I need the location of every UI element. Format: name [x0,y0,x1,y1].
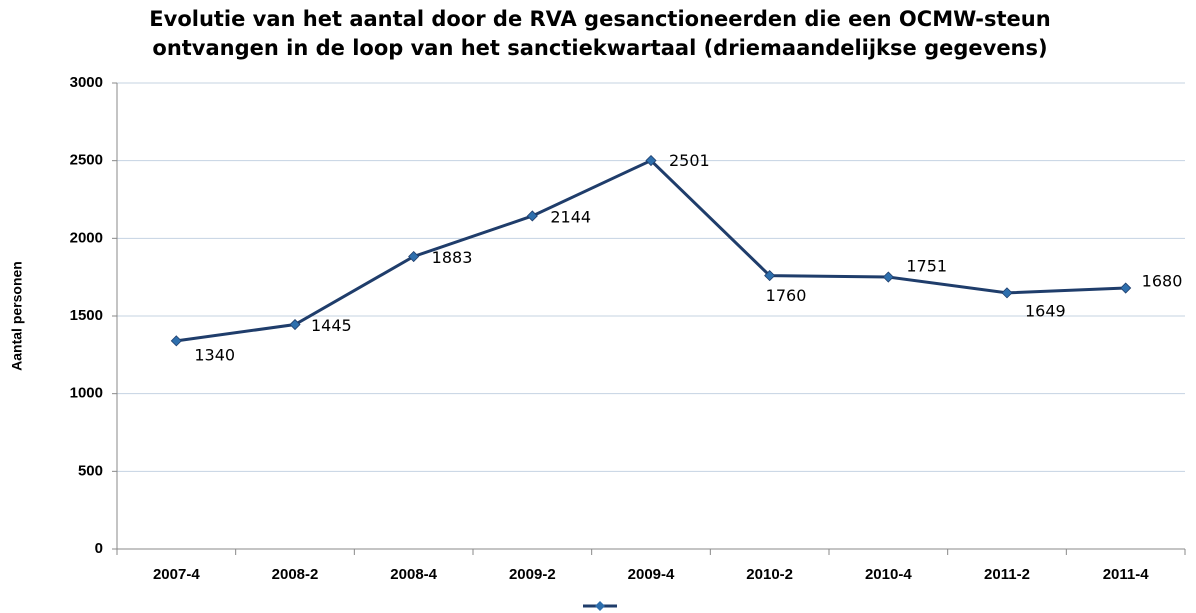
chart-title: Evolutie van het aantal door de RVA gesa… [149,7,1050,31]
marker [408,250,420,263]
x-tick-label: 2009-2 [509,566,556,583]
marker [1001,287,1013,299]
line-series [176,158,1126,343]
chart-title: ontvangen in de loop van het sanctiekwar… [152,36,1047,60]
data-label: 1649 [1025,301,1066,320]
y-tick-label: 3000 [70,74,103,91]
data-label: 1883 [432,248,473,267]
y-tick-label: 500 [78,462,103,479]
y-tick-label: 2000 [70,229,103,246]
marker [764,270,776,282]
marker [882,271,894,283]
x-tick-label: 2009-4 [628,566,675,583]
x-tick-label: 2011-2 [984,566,1030,583]
marker [170,335,182,347]
marker [526,210,538,222]
x-tick-label: 2008-2 [272,566,319,583]
x-tick-label: 2010-4 [865,566,912,583]
legend-marker [595,601,605,611]
data-label: 1680 [1142,272,1183,291]
x-tick-label: 2007-4 [153,566,200,583]
data-label: 2501 [669,151,710,170]
data-label: 2144 [550,207,591,226]
marker [289,318,301,331]
y-tick-label: 0 [95,540,103,557]
marker [1120,282,1132,294]
data-label: 1340 [194,345,235,364]
x-tick-label: 2008-4 [390,566,437,583]
y-tick-label: 1500 [70,307,103,324]
y-tick-label: 2500 [70,152,103,169]
y-tick-label: 1000 [70,385,103,402]
marker [645,154,657,167]
x-tick-label: 2011-4 [1103,566,1150,583]
x-tick-label: 2010-2 [746,566,793,583]
y-axis-label: Aantal personen [9,261,25,371]
data-label: 1445 [311,316,352,335]
data-label: 1751 [906,257,947,276]
data-label: 1760 [766,286,807,305]
